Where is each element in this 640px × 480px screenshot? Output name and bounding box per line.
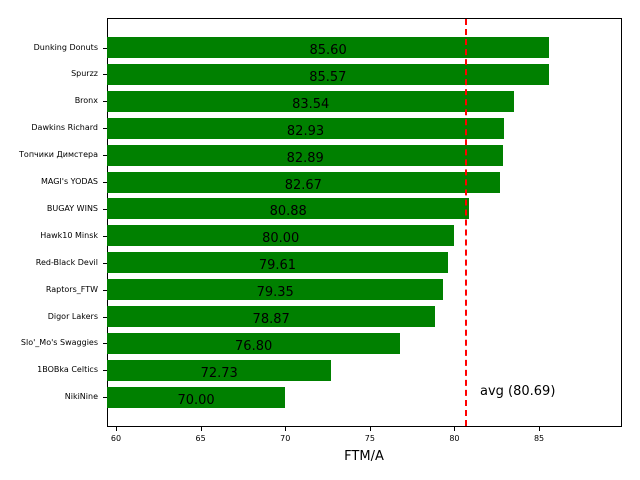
bar-value-label: 80.00: [262, 231, 300, 247]
bar: [107, 386, 286, 408]
y-tick-mark: [103, 182, 107, 183]
x-tick-mark: [285, 427, 287, 431]
bar-value-label: 82.89: [286, 150, 324, 166]
bar: [107, 332, 401, 354]
bar-value-label: 83.54: [292, 96, 330, 112]
x-tick-label: 65: [195, 434, 206, 443]
y-tick-label: Raptors_FTW: [45, 284, 98, 294]
bar: [107, 306, 436, 327]
y-tick-label: MAGI's YODAS: [40, 177, 98, 186]
bar: [107, 37, 550, 58]
bar: [107, 117, 505, 139]
x-tick-label: 60: [110, 434, 122, 443]
bar: [107, 90, 515, 112]
bar: [107, 359, 332, 381]
y-tick-mark: [103, 235, 107, 237]
average-reference-line: [465, 19, 468, 426]
y-tick-label: Red-Black Devil: [35, 257, 98, 267]
bar-value-label: 82.93: [286, 123, 325, 139]
y-tick-label: 1BOBka Celtics: [37, 365, 98, 375]
y-tick-mark: [103, 47, 107, 49]
bar-value-label: 70.00: [177, 392, 215, 408]
bar: [107, 63, 549, 85]
bar: [107, 171, 500, 193]
plot-area: [107, 18, 622, 427]
y-tick-mark: [103, 370, 107, 372]
y-tick-mark: [103, 208, 107, 210]
x-tick-mark: [200, 427, 202, 431]
x-tick-label: 70: [280, 434, 291, 443]
x-tick-mark: [369, 427, 371, 431]
bar: [107, 198, 470, 220]
y-tick-mark: [103, 74, 107, 76]
y-tick-mark: [103, 101, 107, 103]
y-tick-label: Bronx: [74, 96, 98, 106]
y-tick-mark: [103, 316, 107, 318]
y-tick-label: BUGAY WINS: [46, 203, 98, 213]
x-tick-mark: [454, 427, 456, 431]
bar-value-label: 85.57: [309, 69, 347, 85]
bar-value-label: 85.60: [309, 43, 347, 58]
bar: [107, 279, 444, 301]
y-tick-label: Dunking Donuts: [33, 42, 98, 52]
y-tick-label: Slo'_Mo's Swaggies: [20, 338, 98, 348]
average-label: avg (80.69): [480, 384, 556, 399]
y-tick-label: Топчики Димстера: [19, 150, 98, 160]
y-tick-mark: [103, 397, 107, 399]
y-tick-mark: [103, 289, 107, 291]
y-tick-mark: [103, 343, 107, 345]
bar-value-label: 78.87: [252, 312, 290, 327]
bar-value-label: 72.73: [200, 365, 238, 381]
y-tick-label: Spurzz: [71, 69, 98, 79]
y-tick-label: Digor Lakers: [47, 311, 98, 321]
y-tick-mark: [103, 155, 107, 157]
x-tick-label: 85: [533, 434, 545, 443]
bar-value-label: 82.67: [284, 177, 322, 193]
x-tick-mark: [115, 427, 117, 431]
y-tick-label: Dawkins Richard: [31, 123, 98, 133]
bar-value-label: 80.88: [269, 204, 307, 220]
bar-value-label: 79.61: [258, 258, 297, 274]
bar-value-label: 79.35: [256, 285, 294, 301]
x-tick-label: 75: [364, 434, 375, 443]
bar: [107, 225, 455, 247]
bar: [107, 144, 504, 166]
y-tick-mark: [103, 128, 107, 130]
x-axis-label: FTM/A: [344, 449, 384, 464]
y-tick-label: Hawk10 Minsk: [40, 230, 98, 240]
x-tick-label: 80: [449, 434, 460, 443]
y-tick-mark: [103, 262, 107, 264]
y-tick-label: NikiNine: [64, 392, 98, 402]
bar-value-label: 76.80: [235, 338, 273, 354]
x-tick-mark: [539, 427, 541, 431]
bar: [107, 252, 448, 274]
